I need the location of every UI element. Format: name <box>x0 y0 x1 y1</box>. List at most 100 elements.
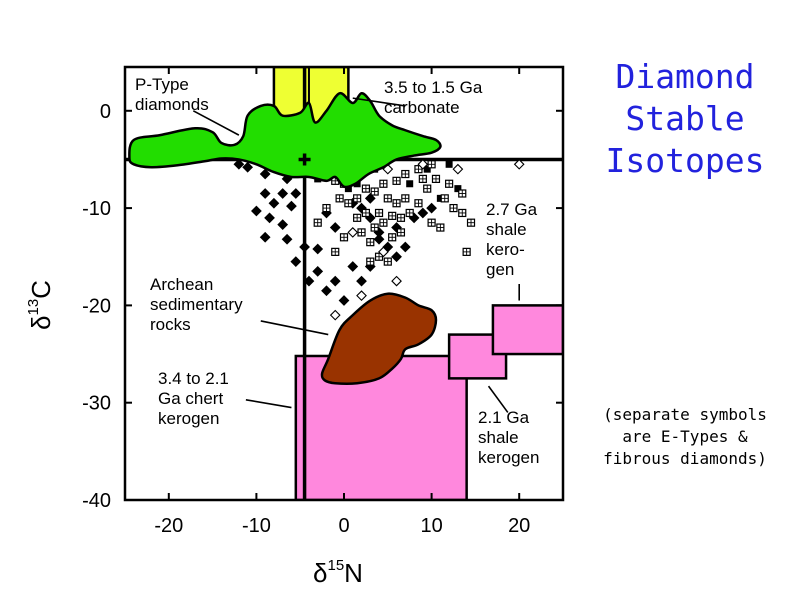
data-point-diamond-filled-23 <box>303 275 315 287</box>
symbol-note: (separate symbols are E-Types & fibrous … <box>578 404 792 470</box>
annotation-pointer-2 <box>352 97 406 107</box>
annotation-1-line-1: P-Type <box>135 75 189 94</box>
data-point-square-hatched-15 <box>388 211 397 220</box>
annotation-2-line-1: 3.5 to 1.5 Ga <box>384 78 483 97</box>
region-blob-1 <box>128 92 442 189</box>
data-point-square-hatched-22 <box>396 228 406 237</box>
y-axis-label-element: C <box>26 280 56 299</box>
data-point-diamond-filled-16 <box>281 233 293 245</box>
data-point-square-hatched-52 <box>418 174 427 183</box>
reference-point-plus <box>298 153 311 166</box>
region-box-4 <box>491 304 563 356</box>
data-point-square-hatched-28 <box>431 174 441 183</box>
y-axis-label: δ13C <box>25 280 56 330</box>
data-point-square-filled-6 <box>406 180 414 188</box>
data-point-diamond-filled-13 <box>264 212 275 224</box>
data-point-square-hatched-29 <box>440 194 449 203</box>
data-point-square-hatched-24 <box>405 208 414 218</box>
data-point-diamond-filled-11 <box>286 200 297 212</box>
data-point-diamond-filled-43 <box>329 222 341 233</box>
data-point-diamond-open-7 <box>356 290 367 302</box>
data-point-diamond-open-9 <box>329 309 341 321</box>
data-point-square-hatched-47 <box>339 233 349 242</box>
data-point-square-hatched-33 <box>445 179 454 188</box>
x-tick-label-2: -10 <box>242 515 271 537</box>
data-point-diamond-filled-12 <box>251 205 262 217</box>
data-point-square-filled-3 <box>344 185 352 193</box>
note-line-3: fibrous diamonds) <box>603 449 767 468</box>
data-point-square-hatched-16 <box>379 218 388 227</box>
data-point-diamond-filled-21 <box>329 275 341 287</box>
data-point-square-hatched-23 <box>396 213 406 222</box>
data-point-square-hatched-8 <box>344 199 353 208</box>
x-axis-label: δ15N <box>313 557 363 588</box>
data-point-diamond-filled-36 <box>417 207 429 219</box>
data-point-square-hatched-12 <box>379 179 388 188</box>
x-tick-label-3: 0 <box>338 515 349 537</box>
annotation-4-line-3: rocks <box>150 315 191 334</box>
annotation-2-line-2: carbonate <box>384 98 460 117</box>
y-axis-label-delta: δ <box>26 316 56 330</box>
data-point-square-hatched-39 <box>353 213 362 222</box>
annotation-5-line-3: kerogen <box>158 409 219 428</box>
data-point-square-hatched-38 <box>361 208 370 218</box>
data-point-diamond-filled-45 <box>364 192 376 204</box>
data-point-square-hatched-30 <box>449 203 458 213</box>
data-point-square-filled-10 <box>436 194 444 202</box>
annotation-5-line-1: 3.4 to 2.1 <box>158 369 229 388</box>
y-tick-label-1: 0 <box>100 101 111 123</box>
annotation-pointer-6 <box>487 385 509 413</box>
annotation-4-line-2: sedimentary <box>150 295 243 314</box>
data-point-square-hatched-9 <box>353 194 362 203</box>
data-point-square-hatched-34 <box>414 165 423 174</box>
annotation-3-line-1: 2.7 Ga <box>486 200 538 219</box>
data-point-square-hatched-18 <box>357 228 366 237</box>
data-point-diamond-filled-20 <box>312 265 324 277</box>
data-point-diamond-filled-17 <box>299 241 310 253</box>
annotation-pointer-4 <box>260 320 329 336</box>
annotation-4-line-1: Archean <box>150 275 213 294</box>
data-point-square-hatched-10 <box>361 184 370 193</box>
x-tick-label-5: 20 <box>508 515 530 537</box>
data-point-square-hatched-51 <box>392 176 401 185</box>
data-point-square-hatched-17 <box>370 223 379 232</box>
x-axis-label-delta: δ <box>313 558 327 588</box>
data-point-diamond-filled-26 <box>356 275 367 287</box>
data-point-diamond-filled-14 <box>277 219 289 231</box>
annotation-pointer-5 <box>245 398 292 409</box>
y-tick-label-2: -10 <box>82 198 111 220</box>
data-point-square-hatched-40 <box>466 218 476 227</box>
data-point-square-hatched-27 <box>423 184 432 193</box>
annotation-5-line-2: Ga chert <box>158 389 223 408</box>
annotation-6-line-1: 2.1 Ga <box>478 408 530 427</box>
data-point-diamond-filled-19 <box>290 256 302 267</box>
data-point-diamond-open-2 <box>417 158 429 170</box>
data-point-diamond-filled-8 <box>277 188 289 199</box>
annotation-3-line-2: shale <box>486 220 527 239</box>
data-point-square-hatched-14 <box>392 199 401 208</box>
data-point-diamond-filled-33 <box>391 251 402 263</box>
data-point-square-hatched-11 <box>370 187 379 196</box>
y-axis-label-mass: 13 <box>25 299 42 316</box>
data-point-square-hatched-44 <box>388 233 397 242</box>
data-point-square-hatched-19 <box>366 238 375 247</box>
annotation-pointer-1 <box>192 110 240 136</box>
y-tick-label-5: -40 <box>82 490 111 512</box>
data-point-diamond-filled-44 <box>356 202 367 214</box>
data-point-square-hatched-13 <box>383 194 392 203</box>
data-point-diamond-open-5 <box>347 227 359 238</box>
data-point-square-hatched-37 <box>374 208 384 218</box>
data-point-diamond-filled-22 <box>321 285 332 297</box>
slide-title: Diamond Stable Isotopes <box>585 56 785 182</box>
data-point-square-hatched-25 <box>401 194 410 203</box>
data-point-square-filled-7 <box>423 165 431 173</box>
data-point-square-hatched-36 <box>401 169 410 179</box>
data-point-square-hatched-46 <box>331 247 340 256</box>
plot-area <box>125 67 563 500</box>
data-point-diamond-filled-2 <box>242 161 254 173</box>
data-point-diamond-filled-3 <box>259 168 271 180</box>
data-point-diamond-filled-34 <box>399 241 411 253</box>
data-point-diamond-filled-28 <box>373 233 385 245</box>
data-point-diamond-filled-37 <box>426 202 437 214</box>
